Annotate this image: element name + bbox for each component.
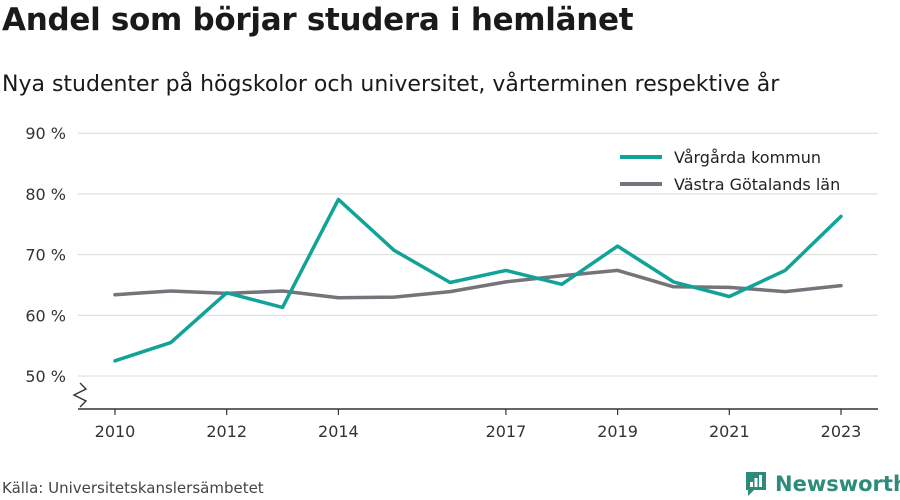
x-tick-label: 2021 (709, 422, 750, 441)
y-tick-label: 50 % (25, 367, 66, 386)
x-tick-label: 2019 (597, 422, 638, 441)
brand-name: Newsworthy (775, 472, 900, 496)
series-line-vastra-gotaland (113, 268, 843, 300)
y-tick-label: 90 % (25, 124, 66, 143)
chart-title: Andel som börjar studera i hemlänet (2, 2, 634, 38)
legend-label: Västra Götalands län (674, 175, 840, 194)
x-tick-label: 2010 (95, 422, 136, 441)
y-tick-label: 60 % (25, 306, 66, 325)
y-tick-label: 70 % (25, 246, 66, 265)
x-tick-label: 2023 (821, 422, 862, 441)
chart-subtitle: Nya studenter på högskolor och universit… (2, 72, 780, 97)
series-line-vargarda (113, 197, 843, 363)
axis-break-icon (72, 382, 88, 408)
x-tick-label: 2017 (486, 422, 527, 441)
legend: Vårgårda kommun Västra Götalands län (620, 148, 840, 194)
series-lines (113, 197, 843, 363)
y-axis-tick-labels: 50 % 60 % 70 % 80 % 90 % (25, 124, 88, 408)
x-axis: 2010 2012 2014 2017 2019 2021 2023 (78, 408, 878, 441)
x-tick-label: 2012 (206, 422, 247, 441)
y-tick-label: 80 % (25, 185, 66, 204)
legend-label: Vårgårda kommun (674, 148, 821, 167)
grid-lines (78, 132, 878, 377)
brand-logo: Newsworthy (744, 469, 900, 499)
source-note: Källa: Universitetskanslersämbetet (2, 479, 264, 497)
newsworthy-logo-icon (746, 472, 766, 496)
x-tick-label: 2014 (318, 422, 359, 441)
